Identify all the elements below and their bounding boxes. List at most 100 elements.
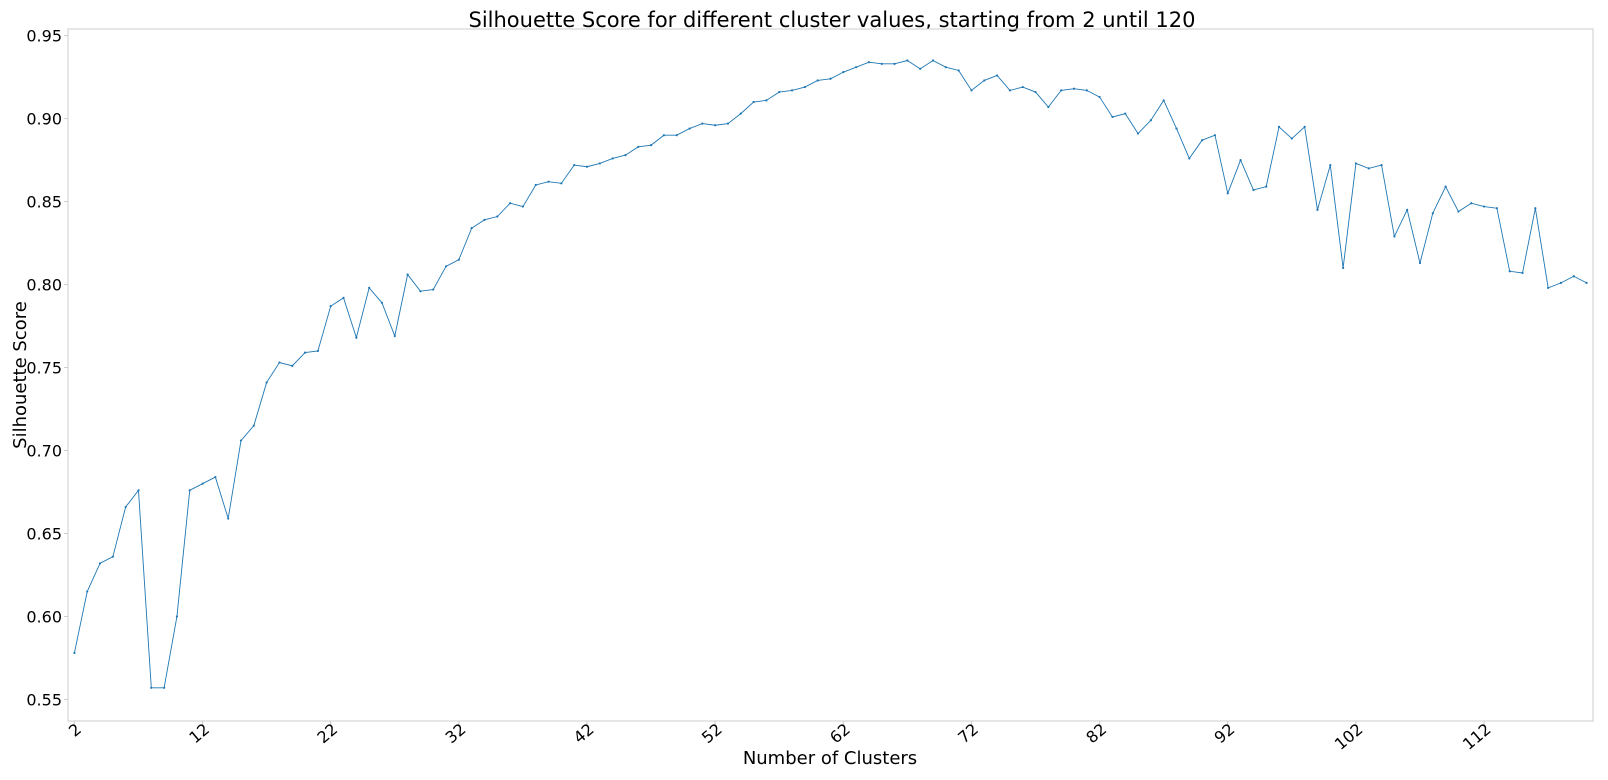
data-point — [150, 686, 153, 689]
data-point — [649, 144, 653, 147]
data-point — [1585, 281, 1588, 284]
x-axis-label: Number of Clusters — [743, 748, 917, 769]
data-point — [1444, 185, 1447, 188]
data-point — [1008, 89, 1012, 92]
data-point — [983, 79, 986, 82]
data-point — [585, 165, 589, 168]
x-tick-label: 62 — [826, 720, 854, 748]
data-point — [1367, 167, 1370, 170]
y-axis-label: Silhouette Score — [10, 301, 31, 449]
x-tick-label: 82 — [1082, 720, 1110, 748]
data-point — [880, 62, 883, 65]
data-point — [701, 122, 704, 125]
data-point — [790, 89, 794, 92]
data-point — [355, 336, 358, 339]
data-point — [1188, 157, 1191, 160]
data-point — [1047, 105, 1050, 109]
data-point — [1060, 89, 1063, 92]
data-point — [1470, 202, 1473, 205]
data-point — [214, 475, 217, 479]
series-layer — [73, 59, 1588, 689]
data-point — [573, 163, 576, 167]
data-point — [252, 424, 255, 427]
data-point — [1265, 185, 1268, 188]
data-point — [496, 215, 499, 218]
data-point — [675, 134, 678, 137]
x-tick-label: 12 — [185, 720, 213, 748]
data-point — [265, 381, 268, 384]
data-point — [1354, 162, 1358, 165]
data-point — [1418, 261, 1422, 265]
x-tick-label: 32 — [442, 720, 470, 748]
x-tick-label: 42 — [570, 720, 598, 748]
y-tick-label: 0.60 — [26, 607, 62, 626]
data-point — [1136, 132, 1140, 135]
data-point — [406, 273, 409, 276]
data-point — [1098, 95, 1101, 99]
data-point — [970, 89, 973, 92]
data-point — [1213, 134, 1217, 137]
data-point — [1252, 188, 1255, 192]
data-point — [1290, 137, 1293, 140]
data-point — [1431, 212, 1434, 215]
data-point — [1406, 208, 1409, 211]
data-point — [560, 182, 563, 185]
data-point — [1482, 205, 1486, 208]
data-point — [291, 364, 294, 367]
data-point — [73, 651, 76, 655]
data-point — [278, 361, 281, 364]
data-point — [624, 154, 627, 157]
data-point — [1149, 119, 1152, 122]
y-tick-label: 0.70 — [26, 442, 62, 461]
data-point — [1124, 112, 1127, 115]
data-point — [1021, 85, 1024, 89]
data-point — [906, 59, 909, 62]
data-point — [931, 59, 935, 62]
data-point — [98, 562, 102, 565]
data-point — [227, 517, 230, 520]
y-tick-label: 0.85 — [26, 193, 62, 212]
data-point — [803, 85, 806, 89]
data-point — [855, 66, 858, 69]
data-point — [444, 265, 448, 268]
data-point — [637, 145, 640, 148]
data-point — [137, 489, 140, 492]
x-tick-label: 72 — [954, 720, 982, 748]
data-point — [124, 505, 127, 509]
data-point — [829, 77, 832, 80]
data-point — [816, 79, 819, 82]
data-point — [483, 218, 486, 221]
data-point — [1559, 281, 1563, 284]
y-tick-label: 0.90 — [26, 110, 62, 129]
data-point — [432, 288, 435, 291]
data-point — [1342, 266, 1345, 270]
data-point — [919, 67, 922, 70]
data-point — [688, 127, 691, 130]
data-point — [111, 555, 114, 558]
data-point — [1572, 275, 1575, 278]
data-point — [1085, 89, 1088, 92]
data-point — [1111, 115, 1114, 119]
data-point — [1239, 159, 1242, 162]
data-point — [765, 99, 768, 102]
data-point — [547, 180, 550, 183]
data-point — [1034, 90, 1037, 94]
data-point — [1072, 87, 1076, 90]
data-point — [1521, 271, 1524, 275]
x-tick-label: 102 — [1331, 720, 1367, 754]
data-point — [893, 62, 896, 65]
data-point — [175, 615, 179, 618]
data-point — [1175, 127, 1178, 130]
x-tick-label: 52 — [698, 720, 726, 748]
data-point — [303, 351, 307, 354]
data-point — [611, 157, 614, 160]
data-point — [1534, 207, 1537, 210]
data-point — [957, 69, 960, 72]
data-point — [188, 489, 191, 492]
data-point — [867, 61, 871, 64]
data-point — [239, 439, 243, 442]
data-point — [752, 100, 755, 104]
data-point — [1380, 163, 1383, 167]
